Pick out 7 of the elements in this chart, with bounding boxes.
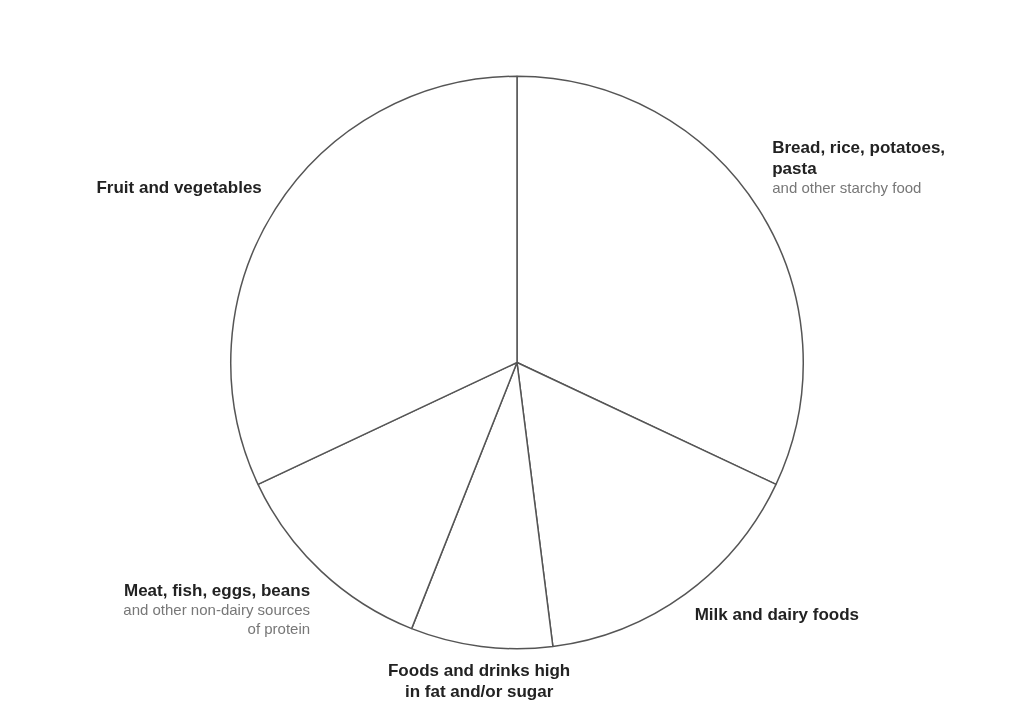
slice-label: Foods and drinks high in fat and/or sugar (387, 660, 571, 701)
slice-label: Bread, rice, potatoes, pasta (772, 137, 946, 178)
slice-label: Milk and dairy foods (694, 605, 860, 625)
text: and other starchy food (772, 179, 922, 197)
slice-label: Meat, fish, eggs, beans (123, 581, 311, 601)
text: and other non-dairy sources of protein (123, 601, 311, 638)
slice-label: Fruit and vegetables (96, 177, 262, 197)
